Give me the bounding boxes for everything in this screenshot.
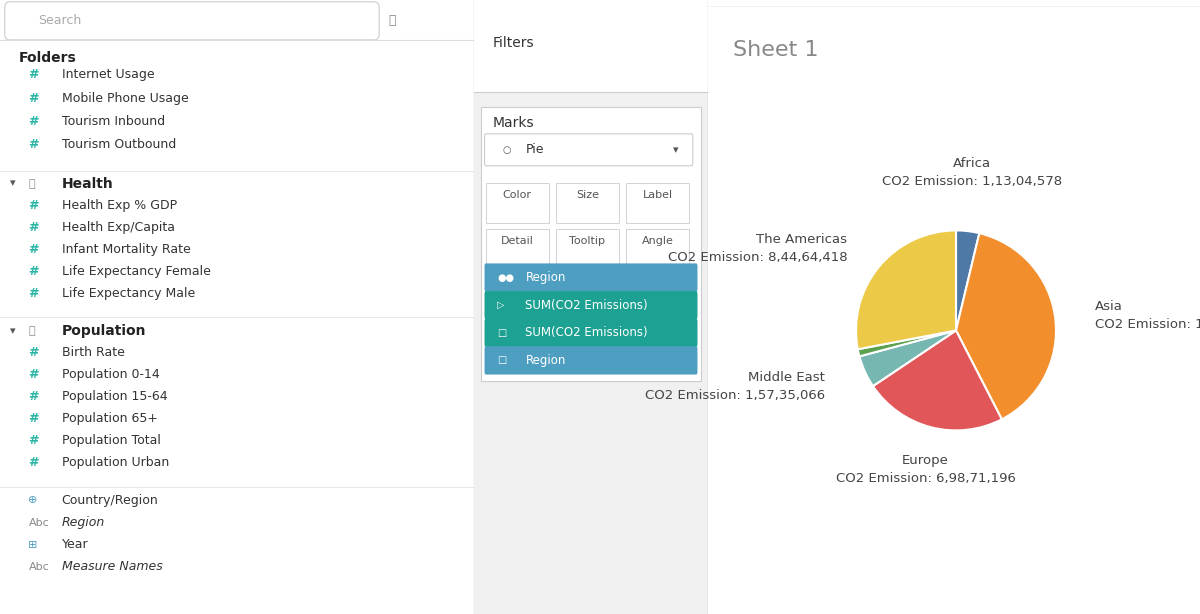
- Text: Pie: Pie: [526, 143, 544, 157]
- Bar: [486, 183, 548, 223]
- Wedge shape: [858, 330, 956, 356]
- Text: Health Exp % GDP: Health Exp % GDP: [61, 198, 176, 212]
- Text: Asia
CO2 Emission: 11,65,98,578: Asia CO2 Emission: 11,65,98,578: [1096, 300, 1200, 330]
- Text: Infant Mortality Rate: Infant Mortality Rate: [61, 243, 191, 256]
- FancyBboxPatch shape: [485, 134, 692, 166]
- Text: ●●: ●●: [498, 273, 515, 282]
- Text: Africa
CO2 Emission: 1,13,04,578: Africa CO2 Emission: 1,13,04,578: [882, 157, 1062, 188]
- Text: ▾: ▾: [10, 179, 16, 188]
- Bar: [626, 229, 689, 269]
- FancyBboxPatch shape: [485, 319, 697, 347]
- Text: #: #: [29, 265, 38, 278]
- Text: SUM(CO2 Emissions): SUM(CO2 Emissions): [526, 326, 648, 340]
- Text: Label: Label: [643, 190, 673, 200]
- Text: ▾: ▾: [10, 326, 16, 336]
- Text: Population Total: Population Total: [61, 434, 161, 448]
- Wedge shape: [859, 330, 956, 386]
- Text: 📂: 📂: [29, 326, 35, 336]
- Text: Region: Region: [526, 271, 566, 284]
- Text: Health Exp/Capita: Health Exp/Capita: [61, 220, 175, 234]
- Text: Health: Health: [61, 177, 113, 190]
- Text: Tourism Inbound: Tourism Inbound: [61, 115, 164, 128]
- Text: 📂: 📂: [29, 179, 35, 188]
- FancyBboxPatch shape: [485, 346, 697, 375]
- Text: #: #: [29, 434, 38, 448]
- FancyBboxPatch shape: [485, 291, 697, 319]
- Bar: [626, 183, 689, 223]
- Text: Population 0-14: Population 0-14: [61, 368, 160, 381]
- Text: ⊕: ⊕: [29, 495, 38, 505]
- Text: #: #: [29, 91, 38, 105]
- FancyBboxPatch shape: [5, 2, 379, 40]
- Text: #: #: [29, 243, 38, 256]
- Text: □: □: [498, 328, 506, 338]
- Text: Middle East
CO2 Emission: 1,57,35,066: Middle East CO2 Emission: 1,57,35,066: [644, 371, 826, 402]
- Text: Internet Usage: Internet Usage: [61, 68, 155, 82]
- Text: Filters: Filters: [493, 36, 534, 50]
- Text: #: #: [29, 287, 38, 300]
- Bar: [481, 107, 701, 381]
- Text: ⌕: ⌕: [389, 14, 396, 28]
- Text: Size: Size: [576, 190, 599, 200]
- Text: Region: Region: [61, 516, 104, 529]
- FancyBboxPatch shape: [485, 263, 697, 292]
- Text: Population: Population: [61, 324, 146, 338]
- Text: □: □: [498, 356, 506, 365]
- Wedge shape: [872, 330, 1002, 430]
- Text: Abc: Abc: [29, 562, 49, 572]
- Text: #: #: [29, 412, 38, 426]
- Text: #: #: [29, 138, 38, 152]
- Text: #: #: [29, 220, 38, 234]
- Text: ▷: ▷: [498, 300, 505, 310]
- Bar: [486, 229, 548, 269]
- Text: #: #: [29, 115, 38, 128]
- Text: #: #: [29, 368, 38, 381]
- Text: Color: Color: [503, 190, 532, 200]
- Text: Life Expectancy Female: Life Expectancy Female: [61, 265, 210, 278]
- Text: ▾: ▾: [673, 145, 678, 155]
- Text: Mobile Phone Usage: Mobile Phone Usage: [61, 91, 188, 105]
- Text: Search: Search: [38, 14, 82, 28]
- Text: Angle: Angle: [642, 236, 673, 246]
- Text: Detail: Detail: [500, 236, 534, 246]
- Text: Region: Region: [526, 354, 566, 367]
- Text: Sheet 1: Sheet 1: [733, 40, 818, 60]
- Bar: [474, 0, 708, 92]
- Text: #: #: [29, 68, 38, 82]
- Text: ⊞: ⊞: [29, 540, 38, 550]
- Text: Marks: Marks: [493, 116, 534, 130]
- Wedge shape: [956, 230, 979, 330]
- Bar: [556, 229, 619, 269]
- Text: Birth Rate: Birth Rate: [61, 346, 125, 359]
- Text: #: #: [29, 346, 38, 359]
- Text: SUM(CO2 Emissions): SUM(CO2 Emissions): [526, 298, 648, 312]
- Text: Population 65+: Population 65+: [61, 412, 157, 426]
- Text: Europe
CO2 Emission: 6,98,71,196: Europe CO2 Emission: 6,98,71,196: [835, 454, 1015, 484]
- Text: The Americas
CO2 Emission: 8,44,64,418: The Americas CO2 Emission: 8,44,64,418: [667, 233, 847, 265]
- Text: Measure Names: Measure Names: [61, 560, 162, 573]
- Text: Year: Year: [61, 538, 89, 551]
- Text: Life Expectancy Male: Life Expectancy Male: [61, 287, 194, 300]
- Bar: [556, 183, 619, 223]
- Text: Tooltip: Tooltip: [570, 236, 606, 246]
- Text: Population Urban: Population Urban: [61, 456, 169, 470]
- Text: #: #: [29, 198, 38, 212]
- Text: Country/Region: Country/Region: [61, 494, 158, 507]
- Wedge shape: [856, 230, 956, 349]
- Text: Folders: Folders: [19, 52, 77, 65]
- Text: Population 15-64: Population 15-64: [61, 390, 167, 403]
- Wedge shape: [956, 233, 1056, 419]
- Text: Abc: Abc: [29, 518, 49, 527]
- Text: #: #: [29, 456, 38, 470]
- Text: #: #: [29, 390, 38, 403]
- Text: Tourism Outbound: Tourism Outbound: [61, 138, 176, 152]
- Text: ○: ○: [502, 145, 510, 155]
